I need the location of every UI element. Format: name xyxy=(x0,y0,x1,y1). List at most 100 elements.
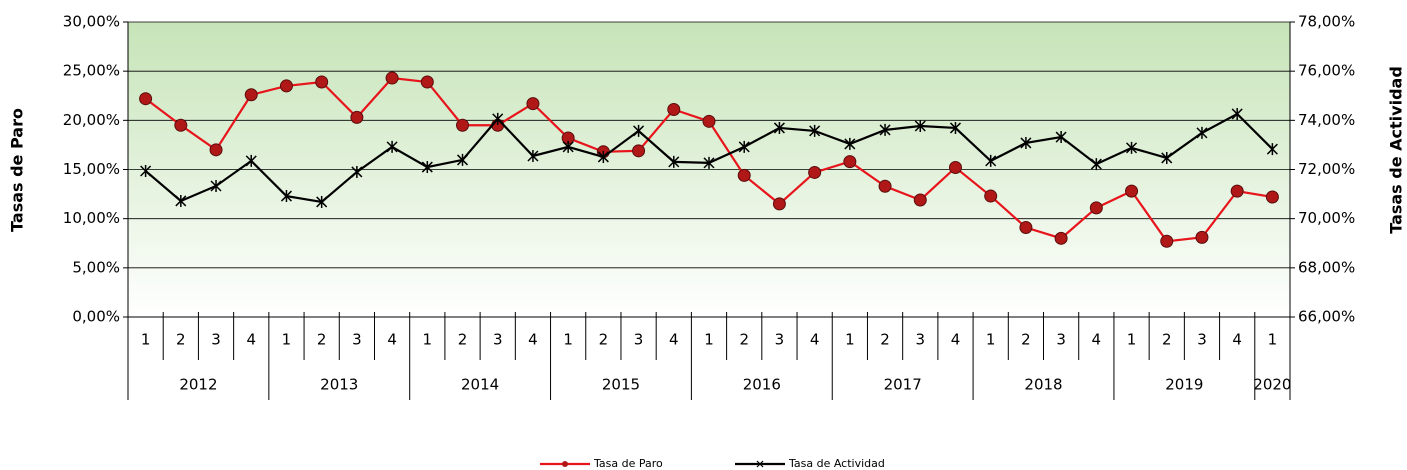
x-tick-label: 3 xyxy=(1197,331,1207,349)
marker xyxy=(949,121,962,134)
marker xyxy=(1160,234,1174,248)
y2-axis-label: Tasas de Actividad xyxy=(1387,66,1406,234)
marker xyxy=(843,155,857,169)
marker xyxy=(280,190,292,203)
x-tick-label: 3 xyxy=(352,331,362,349)
marker xyxy=(350,110,364,124)
marker xyxy=(1055,131,1067,144)
y-tick-label: 0,00% xyxy=(72,308,120,326)
marker xyxy=(209,143,223,157)
marker xyxy=(175,194,187,207)
marker xyxy=(948,161,962,175)
marker xyxy=(808,165,822,179)
marker xyxy=(140,164,152,177)
y2-tick-label: 72,00% xyxy=(1298,160,1355,178)
marker xyxy=(1090,158,1102,171)
y2-tick-label: 68,00% xyxy=(1298,258,1355,276)
x-group-label: 2019 xyxy=(1165,376,1203,394)
y-tick-label: 20,00% xyxy=(63,111,120,129)
marker xyxy=(809,124,821,137)
legend-label: Tasa de Actividad xyxy=(788,457,885,470)
y-tick-label: 30,00% xyxy=(63,13,120,31)
x-tick-label: 4 xyxy=(1092,331,1102,349)
x-tick-label: 3 xyxy=(634,331,644,349)
x-tick-label: 1 xyxy=(141,331,151,349)
x-tick-label: 3 xyxy=(1056,331,1066,349)
marker xyxy=(245,154,257,167)
marker xyxy=(633,124,645,137)
x-tick-label: 2 xyxy=(176,331,186,349)
marker xyxy=(702,114,716,128)
marker xyxy=(913,193,927,207)
x-group-label: 2013 xyxy=(320,376,358,394)
marker xyxy=(879,123,891,136)
marker xyxy=(878,179,892,193)
marker xyxy=(597,150,609,163)
legend-label: Tasa de Paro xyxy=(593,457,663,470)
x-tick-label: 4 xyxy=(387,331,397,349)
marker xyxy=(1019,221,1033,235)
x-tick-label: 1 xyxy=(423,331,433,349)
marker xyxy=(984,189,998,203)
marker xyxy=(210,179,222,192)
x-tick-label: 2 xyxy=(458,331,468,349)
x-group-label: 2020 xyxy=(1253,376,1291,394)
marker xyxy=(738,140,750,153)
marker xyxy=(456,153,469,166)
marker xyxy=(526,97,540,111)
marker xyxy=(632,144,646,158)
x-group-label: 2012 xyxy=(179,376,217,394)
y-tick-label: 10,00% xyxy=(63,209,120,227)
marker xyxy=(1126,141,1138,154)
x-group-label: 2015 xyxy=(602,376,640,394)
marker xyxy=(772,197,786,211)
x-tick-label: 4 xyxy=(528,331,538,349)
x-tick-label: 3 xyxy=(211,331,221,349)
legend-marker xyxy=(756,460,764,468)
y2-tick-label: 74,00% xyxy=(1298,111,1355,129)
marker xyxy=(386,140,398,153)
marker xyxy=(1230,184,1244,198)
marker xyxy=(985,154,997,167)
marker xyxy=(420,75,434,89)
x-tick-label: 1 xyxy=(986,331,996,349)
x-tick-label: 4 xyxy=(951,331,961,349)
x-tick-label: 2 xyxy=(317,331,327,349)
y2-tick-label: 78,00% xyxy=(1298,13,1355,31)
y-tick-label: 15,00% xyxy=(63,160,120,178)
marker xyxy=(315,75,329,89)
x-tick-label: 2 xyxy=(1021,331,1031,349)
x-tick-label: 4 xyxy=(669,331,679,349)
marker xyxy=(844,137,856,150)
x-group-label: 2018 xyxy=(1024,376,1062,394)
marker xyxy=(1161,151,1173,164)
marker xyxy=(562,140,574,153)
marker xyxy=(244,88,258,102)
marker xyxy=(1125,184,1139,198)
marker xyxy=(914,119,926,132)
x-tick-label: 3 xyxy=(775,331,785,349)
y-tick-label: 25,00% xyxy=(63,62,120,80)
x-group-label: 2017 xyxy=(884,376,922,394)
marker xyxy=(527,149,539,162)
x-tick-label: 2 xyxy=(599,331,609,349)
marker xyxy=(1195,230,1209,244)
marker xyxy=(1231,107,1243,120)
marker xyxy=(456,118,470,132)
marker xyxy=(492,112,504,125)
marker xyxy=(279,79,293,93)
marker xyxy=(139,92,153,106)
marker xyxy=(737,168,751,182)
y2-tick-label: 76,00% xyxy=(1298,62,1355,80)
x-tick-label: 3 xyxy=(493,331,503,349)
x-tick-label: 2 xyxy=(1162,331,1172,349)
marker xyxy=(1020,136,1032,149)
x-tick-label: 1 xyxy=(1268,331,1278,349)
x-group-label: 2016 xyxy=(743,376,781,394)
x-tick-label: 1 xyxy=(282,331,292,349)
marker xyxy=(1089,201,1103,215)
marker xyxy=(421,161,433,174)
marker xyxy=(1054,231,1068,245)
legend-marker xyxy=(562,461,568,467)
